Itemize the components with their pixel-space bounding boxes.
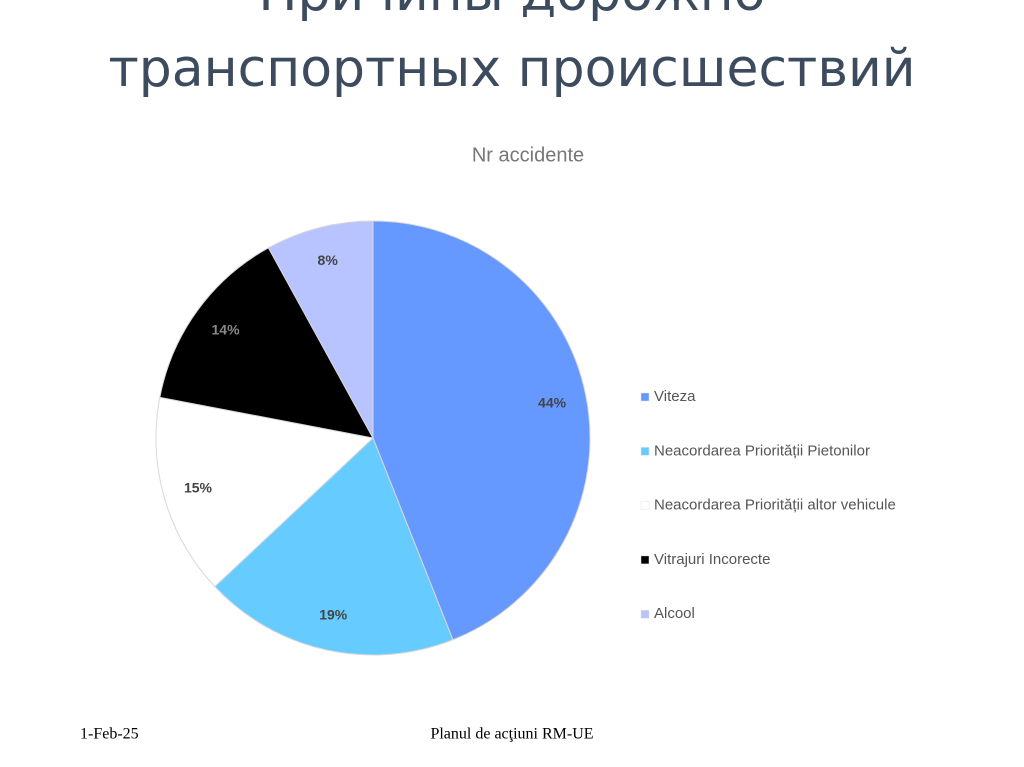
- date: 1-Feb-25: [80, 726, 139, 743]
- legend-label: Vitrajuri Incorecte: [654, 551, 770, 568]
- legend-swatch: [640, 609, 650, 619]
- footer: Planul de acţiuni RM-UE: [430, 726, 593, 743]
- data-label: 8%: [318, 252, 339, 268]
- legend-swatch: [640, 555, 650, 565]
- data-label: 19%: [319, 607, 348, 623]
- legend-label: Alcool: [654, 605, 695, 622]
- legend-swatch: [640, 447, 650, 456]
- data-label: 15%: [184, 480, 213, 496]
- legend-label: Neacordarea Priorității altor vehicule: [654, 497, 896, 514]
- pie-slice: [155, 396, 375, 588]
- slide-title-line: Причины дорожно: [258, 0, 765, 23]
- pie-slice: [159, 247, 374, 439]
- legend-label: Viteza: [654, 388, 696, 405]
- slide-title-line: транспортных происшествий: [108, 39, 915, 99]
- chart-title: Nr accidente: [472, 144, 584, 166]
- legend-swatch: [640, 392, 650, 402]
- legend-swatch: [640, 501, 650, 510]
- pie-slice: [372, 220, 591, 641]
- data-label: 14%: [212, 322, 241, 338]
- data-label: 44%: [538, 395, 567, 411]
- pie-slice: [267, 220, 374, 439]
- pie-slice: [214, 437, 454, 656]
- legend-label: Neacordarea Priorității Pietonilor: [654, 442, 870, 459]
